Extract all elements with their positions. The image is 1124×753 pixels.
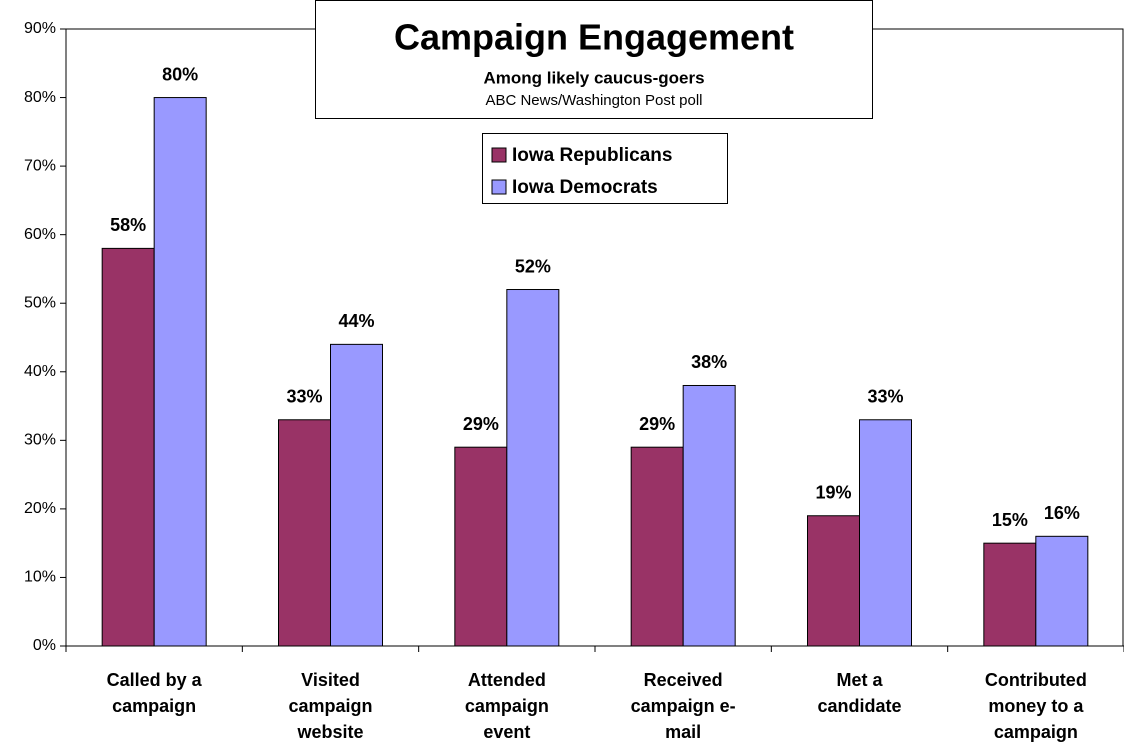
- chart-source: ABC News/Washington Post poll: [485, 92, 702, 109]
- bar: [153, 97, 207, 647]
- data-label: 38%: [691, 352, 727, 372]
- y-tick-label: 20%: [24, 500, 56, 517]
- chart-subtitle: Among likely caucus-goers: [483, 68, 704, 87]
- y-tick-label: 10%: [24, 569, 56, 586]
- legend-swatch: [491, 147, 507, 163]
- x-tick-label: Received campaign e-mail: [630, 670, 736, 742]
- bar: [330, 343, 383, 647]
- data-label: 29%: [463, 414, 499, 434]
- y-tick-label: 0%: [33, 637, 56, 654]
- bar: [983, 542, 1037, 647]
- data-label: 29%: [639, 414, 675, 434]
- x-tick-label: Contributed money to a campaign: [984, 670, 1087, 742]
- data-label: 44%: [338, 311, 374, 331]
- y-tick-label: 90%: [24, 20, 56, 37]
- x-tick-label: Attended campaign event: [464, 670, 549, 742]
- x-tick-label: Called by a campaign: [106, 670, 202, 716]
- y-tick-label: 40%: [24, 363, 56, 380]
- title-box: [315, 0, 873, 119]
- data-label: 33%: [867, 387, 903, 407]
- bar: [101, 247, 155, 647]
- y-tick-label: 80%: [24, 89, 56, 106]
- y-tick-label: 60%: [24, 226, 56, 243]
- plot-border: [65, 28, 1124, 647]
- bar: [630, 446, 684, 647]
- y-tick-label: 50%: [24, 294, 56, 311]
- legend-label: Iowa Democrats: [512, 177, 658, 198]
- x-tick-label: Visited campaign website: [288, 670, 373, 742]
- bar: [807, 515, 860, 647]
- bar: [859, 419, 912, 647]
- bar: [1035, 535, 1089, 647]
- data-label: 33%: [286, 387, 322, 407]
- bar: [278, 419, 331, 647]
- bar: [454, 446, 508, 647]
- data-label: 16%: [1044, 503, 1080, 523]
- bar: [506, 289, 560, 647]
- data-label: 58%: [110, 215, 146, 235]
- data-label: 52%: [515, 256, 551, 276]
- data-label: 19%: [815, 482, 851, 502]
- data-label: 15%: [992, 510, 1028, 530]
- x-tick-label: Met a candidate: [817, 670, 902, 716]
- legend-box: [482, 133, 728, 204]
- chart-title: Campaign Engagement: [394, 17, 794, 58]
- legend-label: Iowa Republicans: [512, 145, 672, 166]
- legend-swatch: [491, 179, 507, 195]
- y-tick-label: 70%: [24, 157, 56, 174]
- bar: [682, 384, 736, 647]
- data-label: 80%: [162, 64, 198, 84]
- y-tick-label: 30%: [24, 432, 56, 449]
